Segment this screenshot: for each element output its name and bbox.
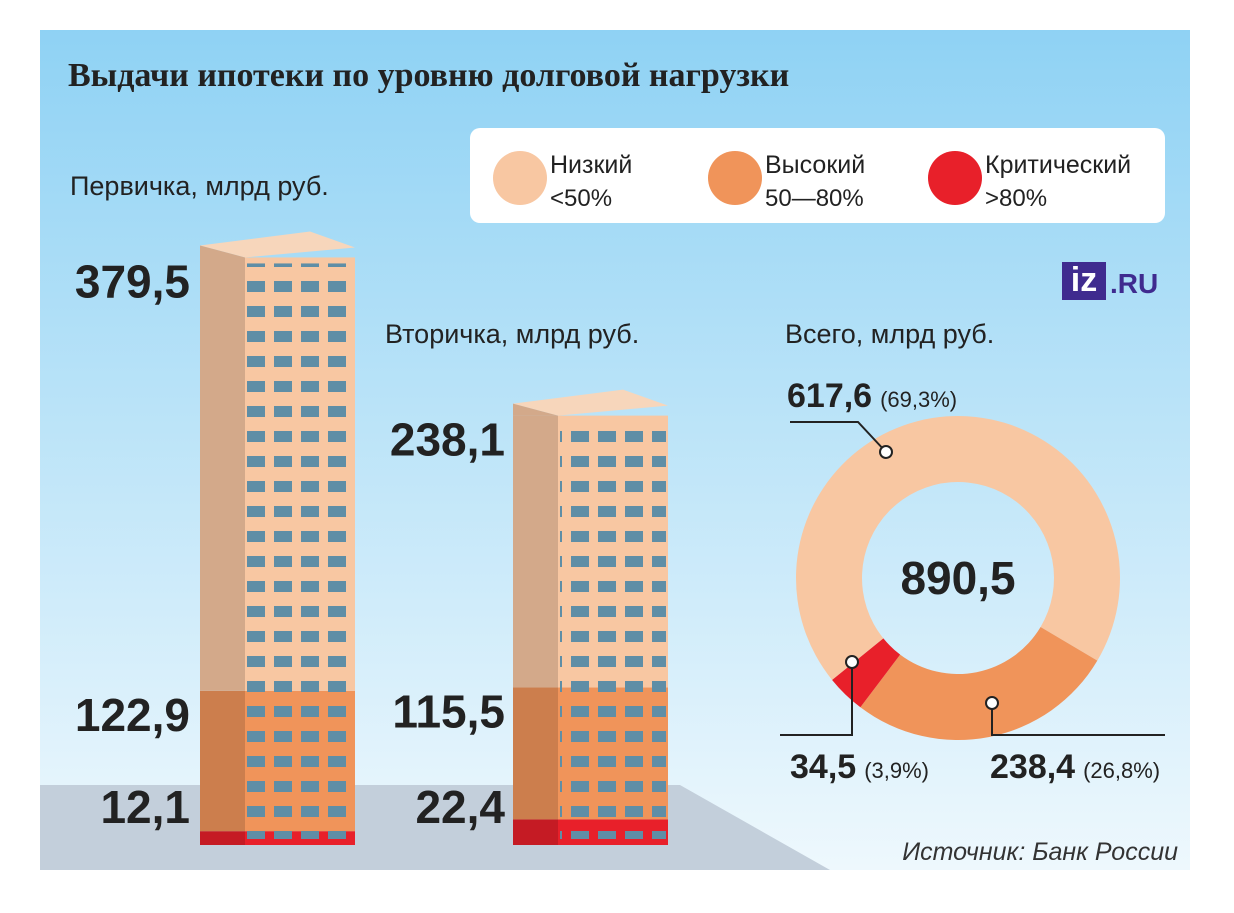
side-top <box>513 403 558 416</box>
legend-swatch <box>493 151 547 205</box>
chart-title: Первичка, млрд руб. <box>70 171 329 201</box>
side-top <box>200 245 245 258</box>
bar-side <box>513 687 558 820</box>
donut-total: 890,5 <box>900 552 1015 604</box>
donut-percent: (69,3%) <box>880 387 957 412</box>
chart-title: Вторичка, млрд руб. <box>385 319 639 349</box>
callout-line <box>790 421 887 453</box>
donut-label: 617,6 (69,3%) <box>787 377 957 415</box>
windows <box>247 263 353 839</box>
value-label: 22,4 <box>415 781 505 833</box>
legend-swatch <box>928 151 982 205</box>
chart: Вторичка, млрд руб. 238,1 115,5 22,4 <box>385 319 668 845</box>
legend-range: >80% <box>985 185 1047 212</box>
bar-side <box>200 257 245 691</box>
donut-value: 617,6 <box>787 377 872 415</box>
legend-swatch <box>708 151 762 205</box>
callout-dot <box>985 696 999 710</box>
donut-percent: (26,8%) <box>1083 758 1160 783</box>
roof <box>200 231 355 258</box>
bar-side <box>513 819 558 845</box>
legend-name: Критический <box>985 151 1131 179</box>
legend-range: 50—80% <box>765 185 864 212</box>
callout-line <box>991 703 1165 736</box>
chart: Всего, млрд руб. 890,5 617,6 (69,3%) 238,4 (2… <box>780 319 1165 786</box>
charts: Первичка, млрд руб. 379,5 122,9 12,1 Вторичк… <box>70 171 1165 845</box>
legend-name: Высокий <box>765 151 865 179</box>
value-label: 122,9 <box>75 689 190 741</box>
legend-name: Низкий <box>550 151 632 179</box>
donut-label: 34,5 (3,9%) <box>790 748 929 786</box>
legend-box <box>470 128 1165 223</box>
title: Выдачи ипотеки по уровню долговой нагруз… <box>68 57 789 94</box>
value-label: 115,5 <box>392 686 505 738</box>
donut-segment <box>860 626 1098 740</box>
bar-side <box>200 831 245 845</box>
donut-segment <box>832 638 901 708</box>
donut-segment <box>796 415 1120 680</box>
callout-dot <box>879 445 893 459</box>
legend-range: <50% <box>550 185 612 212</box>
logo-box <box>1062 262 1106 300</box>
value-label: 12,1 <box>100 781 190 833</box>
donut-value: 34,5 <box>790 748 856 786</box>
value-label: 238,1 <box>390 414 505 466</box>
legend: Низкий <50% Высокий 50—80% Критический >80% <box>493 151 1131 212</box>
logo: iz <box>1071 261 1097 299</box>
value-label: 379,5 <box>75 255 190 307</box>
donut-value: 238,4 <box>990 748 1075 786</box>
callout-line <box>780 662 853 736</box>
bar-side <box>200 690 245 832</box>
logo-domain: .RU <box>1110 268 1158 299</box>
callout-dot <box>845 655 859 669</box>
windows <box>560 421 666 839</box>
donut-label: 238,4 (26,8%) <box>990 748 1160 786</box>
roof <box>513 389 668 416</box>
chart: Первичка, млрд руб. 379,5 122,9 12,1 <box>70 171 355 845</box>
donut-percent: (3,9%) <box>864 758 929 783</box>
chart-title: Всего, млрд руб. <box>785 319 994 349</box>
source: Источник: Банк России <box>902 838 1178 866</box>
bar-side <box>513 415 558 688</box>
